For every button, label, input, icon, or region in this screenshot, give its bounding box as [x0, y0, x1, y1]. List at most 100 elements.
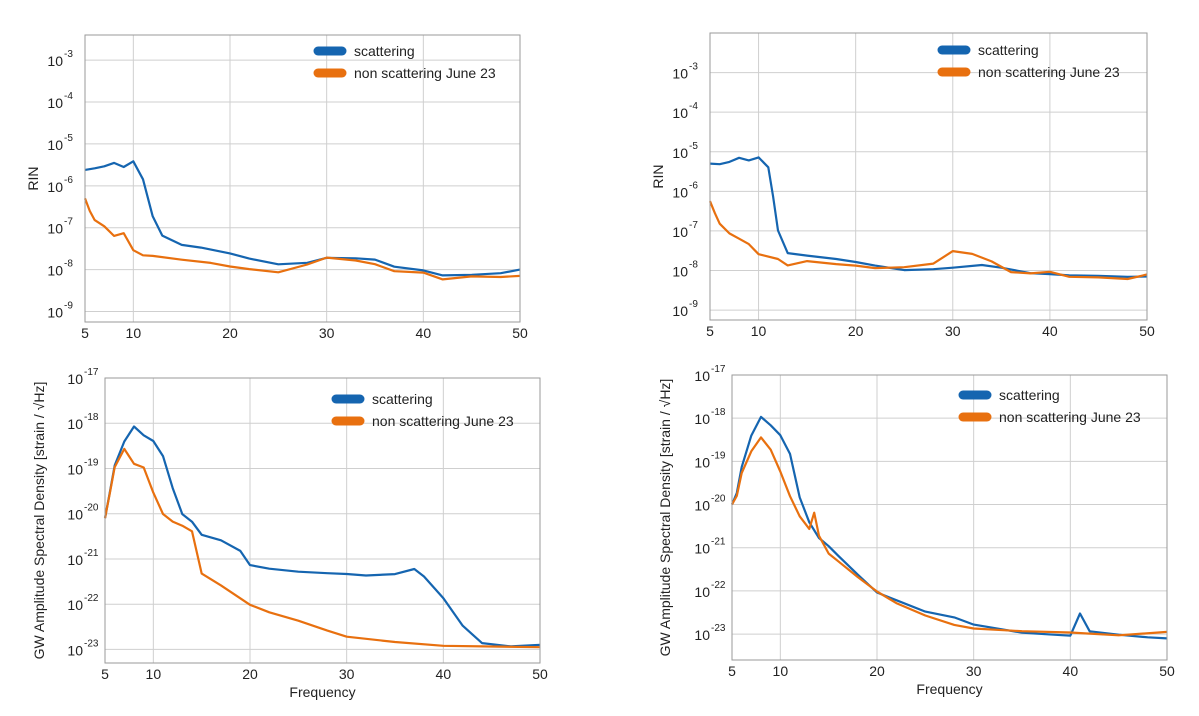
x-tick-label: 10 — [146, 666, 162, 682]
y-tick-label: 10 -22 — [67, 593, 98, 613]
plot-frame — [709, 32, 1148, 321]
legend: scattering non scattering June 23 — [313, 43, 496, 81]
series-line-non_scattering — [103, 447, 541, 649]
svg-text:-21: -21 — [84, 548, 99, 559]
y-tick-label: 10 -17 — [694, 364, 725, 384]
svg-text:-3: -3 — [64, 49, 73, 60]
legend-label-non_scattering: non scattering June 23 — [354, 65, 496, 81]
y-tick-label: 10 -6 — [47, 175, 73, 195]
svg-text:10: 10 — [67, 597, 83, 613]
y-tick-label: 10 -23 — [67, 638, 98, 658]
legend-label-scattering: scattering — [978, 42, 1039, 58]
svg-text:10: 10 — [67, 416, 83, 432]
svg-text:-4: -4 — [64, 91, 73, 102]
x-axis-label: Frequency — [289, 684, 355, 700]
svg-text:-19: -19 — [711, 450, 726, 461]
svg-text:-22: -22 — [84, 593, 99, 604]
y-tick-label: 10 -19 — [694, 450, 725, 470]
y-tick-label: 10 -20 — [694, 494, 725, 514]
y-tick-label: 10 -21 — [67, 548, 98, 568]
x-tick-label: 40 — [1042, 323, 1058, 339]
legend: scattering non scattering June 23 — [937, 42, 1120, 80]
svg-text:-18: -18 — [84, 412, 99, 423]
svg-text:10: 10 — [672, 224, 688, 240]
legend-label-non_scattering: non scattering June 23 — [978, 64, 1120, 80]
plot-frame — [84, 34, 521, 323]
svg-text:-17: -17 — [84, 367, 99, 378]
svg-text:10: 10 — [67, 552, 83, 568]
svg-text:-23: -23 — [711, 623, 726, 634]
y-tick-label: 10 -17 — [67, 367, 98, 387]
series-line-non_scattering — [83, 198, 521, 281]
svg-text:10: 10 — [672, 145, 688, 161]
series-line-scattering — [709, 156, 1148, 278]
series-line-scattering — [730, 415, 1168, 640]
svg-text:10: 10 — [694, 411, 710, 427]
legend: scattering non scattering June 23 — [958, 387, 1141, 425]
y-tick-label: 10 -5 — [47, 133, 73, 153]
y-tick-label: 10 -22 — [694, 580, 725, 600]
svg-text:-19: -19 — [84, 457, 99, 468]
svg-text:10: 10 — [694, 454, 710, 470]
y-tick-label: 10 -7 — [47, 217, 73, 237]
y-tick-label: 10 -18 — [694, 407, 725, 427]
svg-text:10: 10 — [47, 179, 63, 195]
svg-text:-18: -18 — [711, 407, 726, 418]
svg-text:-23: -23 — [84, 638, 99, 649]
svg-text:-8: -8 — [64, 259, 73, 270]
svg-text:10: 10 — [694, 627, 710, 643]
svg-text:-5: -5 — [64, 133, 73, 144]
x-tick-label: 40 — [436, 666, 452, 682]
svg-text:-20: -20 — [84, 503, 99, 514]
plot-area — [85, 35, 520, 322]
svg-text:10: 10 — [47, 263, 63, 279]
legend-label-scattering: scattering — [354, 43, 415, 59]
series-line-non_scattering — [708, 200, 1148, 281]
y-tick-label: 10 -20 — [67, 503, 98, 523]
svg-text:-8: -8 — [689, 260, 698, 271]
x-tick-label: 30 — [945, 323, 961, 339]
x-tick-label: 20 — [869, 663, 885, 679]
y-tick-label: 10 -18 — [67, 412, 98, 432]
x-tick-label: 40 — [1063, 663, 1079, 679]
svg-text:-5: -5 — [689, 141, 698, 152]
svg-text:10: 10 — [67, 642, 83, 658]
svg-text:10: 10 — [67, 461, 83, 477]
svg-text:-20: -20 — [711, 494, 726, 505]
plot-area — [105, 378, 540, 663]
y-tick-label: 10 -9 — [672, 299, 698, 319]
x-tick-label: 20 — [848, 323, 864, 339]
y-tick-label: 10 -21 — [694, 537, 725, 557]
svg-text:10: 10 — [694, 368, 710, 384]
x-tick-label: 50 — [1139, 323, 1155, 339]
svg-text:-7: -7 — [64, 217, 73, 228]
y-axis-label: GW Amplitude Spectral Density [strain / … — [657, 379, 673, 657]
svg-text:10: 10 — [47, 305, 63, 321]
svg-text:-4: -4 — [689, 101, 698, 112]
svg-text:10: 10 — [672, 303, 688, 319]
y-tick-label: 10 -23 — [694, 623, 725, 643]
svg-text:-17: -17 — [711, 364, 726, 375]
svg-text:10: 10 — [47, 221, 63, 237]
svg-text:10: 10 — [672, 184, 688, 200]
svg-text:-21: -21 — [711, 537, 726, 548]
svg-text:10: 10 — [67, 371, 83, 387]
x-tick-label: 5 — [101, 666, 109, 682]
y-axis-label: RIN — [25, 166, 41, 190]
y-axis-label: GW Amplitude Spectral Density [strain / … — [31, 382, 47, 660]
svg-text:-6: -6 — [64, 175, 73, 186]
y-tick-label: 10 -5 — [672, 141, 698, 161]
series-line-scattering — [103, 425, 541, 648]
svg-text:10: 10 — [694, 498, 710, 514]
svg-text:-3: -3 — [689, 62, 698, 73]
y-tick-label: 10 -19 — [67, 457, 98, 477]
plot-area — [732, 375, 1167, 660]
plot-frame — [731, 374, 1168, 661]
y-tick-label: 10 -8 — [47, 259, 73, 279]
x-tick-label: 10 — [773, 663, 789, 679]
x-tick-label: 30 — [319, 325, 335, 341]
y-tick-label: 10 -6 — [672, 180, 698, 200]
legend: scattering non scattering June 23 — [331, 391, 514, 429]
